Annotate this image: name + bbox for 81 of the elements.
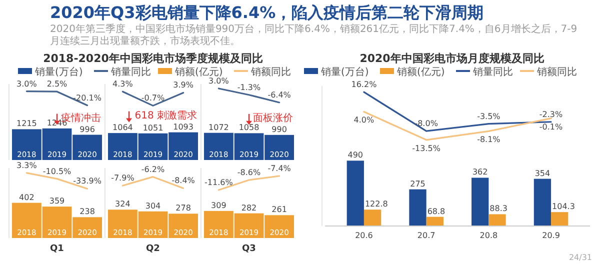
data-label: -8.6% <box>237 168 261 177</box>
data-label: 324 <box>115 200 130 209</box>
x-tick-label: 20.8 <box>480 231 498 240</box>
data-label: 996 <box>80 124 95 134</box>
data-label: 309 <box>211 200 226 210</box>
legend-label: 销额(亿元) <box>174 66 223 78</box>
data-label: -8.4% <box>172 176 196 186</box>
legend-label: 销额同比 <box>250 66 291 78</box>
data-label: 2.5% <box>46 80 68 89</box>
data-label: -33.9% <box>73 176 102 186</box>
text: 2020年Q3彩电销量下降6.4%，陷入疫情后第二轮下滑周期 <box>50 3 484 24</box>
x-tick-label: 20.7 <box>417 231 436 240</box>
x-tick-label: 20.9 <box>542 231 560 240</box>
bar <box>551 212 568 226</box>
data-label: 1215 <box>16 119 37 128</box>
data-label: 104.3 <box>552 202 575 212</box>
data-label: 122.8 <box>364 200 388 209</box>
legend-label: 销额(亿元) <box>396 66 445 78</box>
data-label: 238 <box>80 207 95 216</box>
legend-label: 销量同比 <box>110 66 151 78</box>
x-axis-title: Q1 <box>50 244 64 254</box>
chart-title: 2020年中国彩电市场月度规模及同比 <box>360 52 544 65</box>
data-label: -0.1% <box>539 122 564 132</box>
legend-label: 销额同比 <box>536 66 577 78</box>
data-label: 3.0% <box>16 79 38 88</box>
data-label: -2.3% <box>539 110 564 119</box>
legend-label: 销量(万台) <box>320 66 369 78</box>
data-label: 1064 <box>112 123 133 132</box>
data-label: 278 <box>176 204 191 213</box>
data-label: 3.9% <box>173 80 194 90</box>
data-label: 16.2% <box>351 80 378 90</box>
data-label: -7.4% <box>268 164 292 173</box>
text: 2020年第三季度，中国彩电市场销量990万台，同比下降6.4%，销额261亿元，同比下降7.4%，自6月增长之后，7-9月连续三月出现量额齐跌，市场表现不佳。 <box>50 24 578 48</box>
data-label: -1.3% <box>237 82 261 92</box>
data-label: -20.1% <box>73 93 102 102</box>
data-label: 1072 <box>208 122 229 132</box>
data-label: 359 <box>49 196 65 206</box>
data-label: -6.4% <box>268 90 292 100</box>
x-axis-title: Q3 <box>242 244 256 254</box>
data-label: 304 <box>145 201 161 210</box>
data-label: 275 <box>410 179 426 188</box>
data-label: -13.5% <box>412 144 441 153</box>
data-label: 4.3% <box>112 80 134 89</box>
text: 2018-2020年中国彩电市场季度规模及同比 <box>43 52 263 65</box>
bar <box>488 214 506 226</box>
text: 24/31 <box>568 253 592 262</box>
data-label: 354 <box>534 168 550 178</box>
x-tick-label: 20.6 <box>355 231 373 240</box>
data-label: 261 <box>272 205 287 214</box>
bar <box>426 216 444 226</box>
data-label: -7.9% <box>111 174 135 183</box>
data-label: 362 <box>472 168 488 177</box>
data-label: 990 <box>272 124 287 134</box>
data-label: 490 <box>348 150 364 160</box>
annotation: 618 刺激需求 <box>134 109 197 122</box>
data-label: 3.0% <box>208 76 230 86</box>
data-label: 402 <box>19 192 34 202</box>
data-label: -0.7% <box>141 94 165 103</box>
bar <box>534 178 552 226</box>
data-label: -8.1% <box>477 135 501 144</box>
data-label: 3.3% <box>16 160 38 170</box>
data-label: 88.3 <box>490 204 508 214</box>
bar <box>346 160 364 226</box>
bar <box>364 210 382 226</box>
legend-label: 销量(万台) <box>34 66 83 78</box>
data-label: 1093 <box>173 122 194 132</box>
data-label: 1051 <box>142 123 164 132</box>
data-label: -3.5% <box>477 112 501 121</box>
data-label: -10.5% <box>42 166 72 176</box>
data-label: 4.0% <box>354 116 375 125</box>
bar <box>409 189 426 226</box>
x-axis-title: Q2 <box>146 244 160 254</box>
legend-label: 销量同比 <box>472 66 513 78</box>
data-label: 282 <box>241 203 257 212</box>
data-label: -6.2% <box>141 164 165 174</box>
data-label: -8.0% <box>414 119 438 128</box>
data-label: -11.6% <box>204 178 234 187</box>
annotation: 面板涨价 <box>253 112 293 124</box>
data-label: 1058 <box>238 123 260 132</box>
data-label: 68.8 <box>427 206 446 216</box>
bar <box>472 178 489 226</box>
